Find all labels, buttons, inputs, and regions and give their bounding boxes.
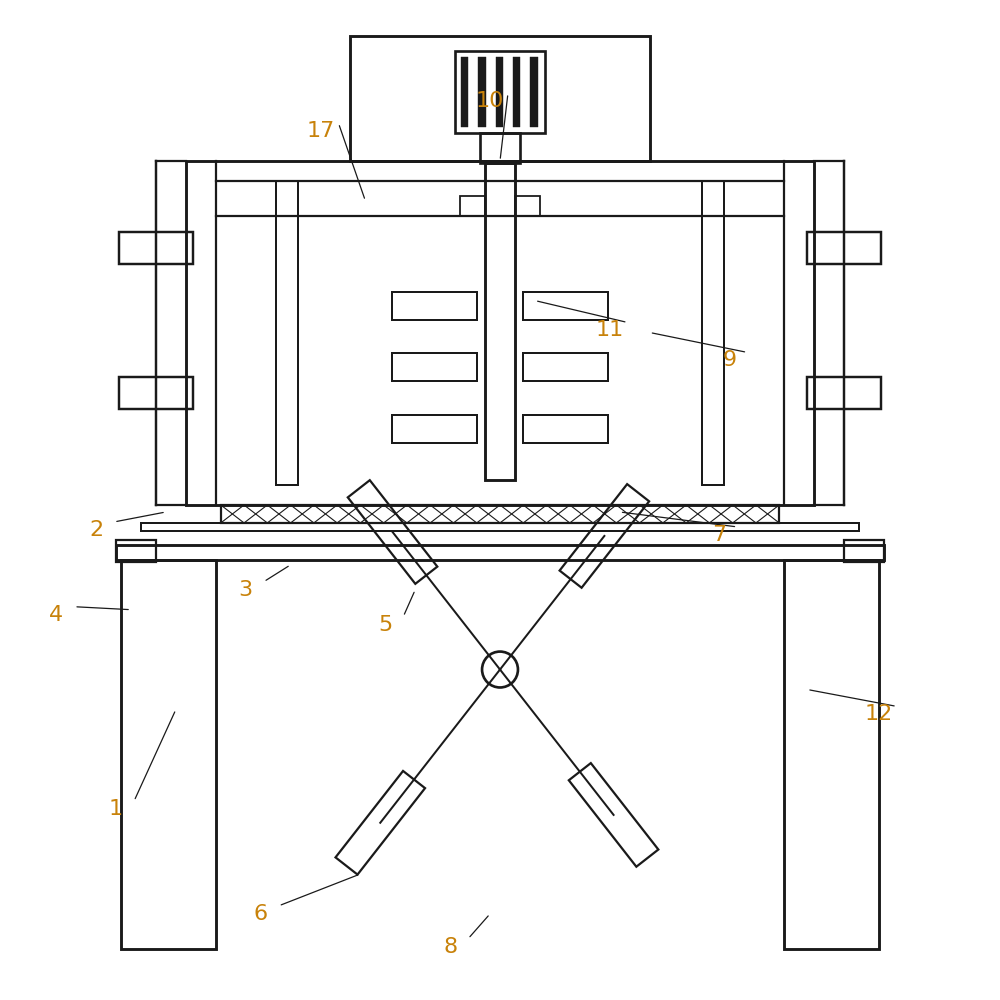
Bar (702, 181, 724, 485)
Bar (392, 353, 477, 381)
Bar (455, 51, 545, 133)
Bar (523, 353, 608, 381)
Bar (116, 540, 156, 562)
Bar (392, 415, 477, 443)
Bar (807, 232, 881, 264)
Text: 8: 8 (443, 937, 457, 957)
Bar (119, 232, 193, 264)
Text: 3: 3 (239, 580, 253, 600)
Bar (478, 57, 486, 127)
Text: 9: 9 (722, 350, 736, 370)
Text: 4: 4 (49, 605, 63, 625)
Bar (461, 57, 468, 127)
Bar (392, 292, 477, 320)
Text: 7: 7 (712, 525, 726, 545)
Bar (807, 377, 881, 409)
Bar (186, 161, 814, 505)
Text: 11: 11 (596, 320, 624, 340)
Bar (496, 57, 503, 127)
Bar (121, 560, 216, 949)
Bar (844, 540, 884, 562)
Text: 17: 17 (306, 121, 335, 141)
Bar (515, 196, 540, 216)
Bar (116, 545, 884, 560)
Text: 12: 12 (865, 704, 893, 724)
Text: 2: 2 (89, 520, 103, 540)
Bar (350, 36, 650, 161)
Text: 10: 10 (476, 91, 504, 111)
Bar (460, 196, 485, 216)
Bar (480, 133, 520, 163)
Bar (141, 523, 859, 531)
Text: 5: 5 (378, 615, 392, 635)
Bar (485, 163, 515, 480)
Bar (119, 377, 193, 409)
Bar (221, 505, 779, 523)
Bar (276, 181, 298, 485)
Bar (513, 57, 520, 127)
Text: 1: 1 (109, 799, 123, 819)
Bar (784, 560, 879, 949)
Text: 6: 6 (254, 904, 268, 924)
Bar (523, 292, 608, 320)
Bar (523, 415, 608, 443)
Bar (530, 57, 538, 127)
